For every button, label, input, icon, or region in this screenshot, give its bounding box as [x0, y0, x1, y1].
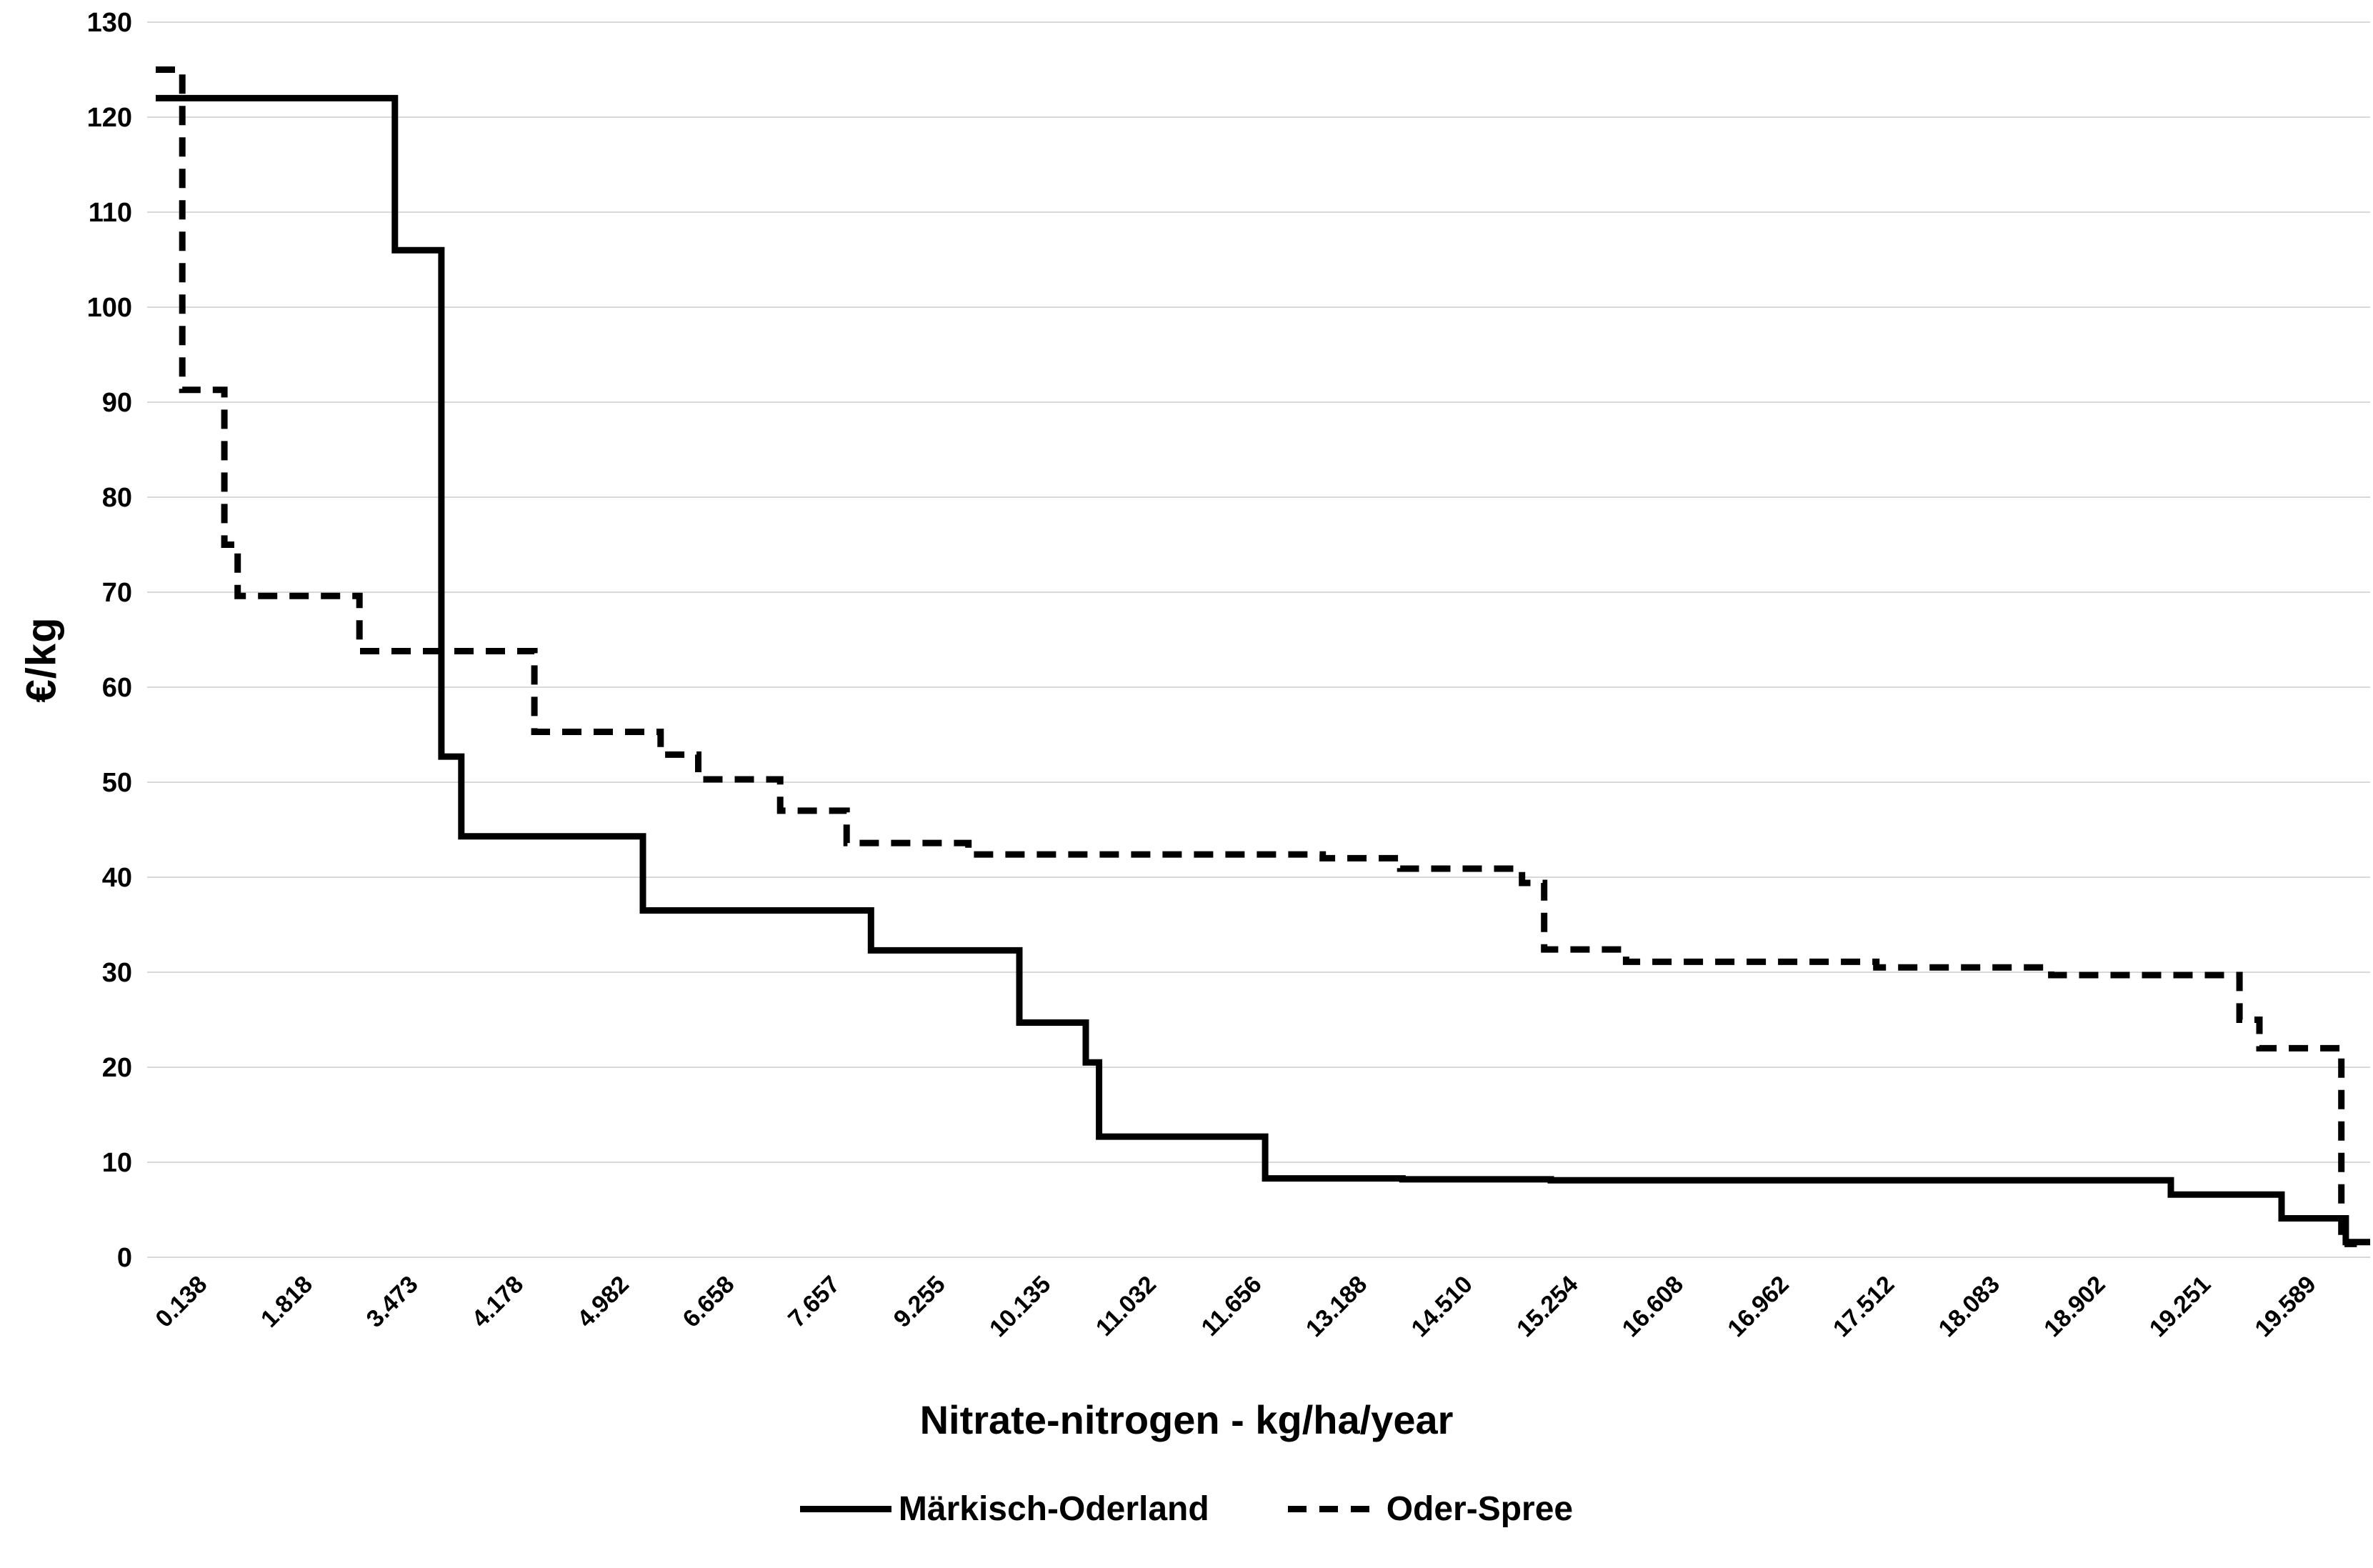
y-tick-label: 80	[102, 483, 132, 513]
x-tick-label: 14.510	[1406, 1271, 1477, 1342]
y-tick-label: 90	[102, 388, 132, 418]
x-tick-label: 18.902	[2039, 1271, 2110, 1342]
x-tick-label: 7.657	[783, 1271, 845, 1333]
x-tick-label: 11.656	[1197, 1271, 1267, 1342]
x-tick-label: 3.473	[361, 1271, 424, 1333]
y-tick-label: 100	[87, 293, 132, 323]
y-tick-label: 70	[102, 578, 132, 608]
x-tick-label: 4.982	[572, 1271, 634, 1333]
x-tick-label: 0.138	[150, 1271, 212, 1333]
x-tick-label: 16.962	[1722, 1271, 1794, 1342]
x-tick-label: 13.188	[1301, 1271, 1372, 1342]
x-axis-title: Nitrate-nitrogen - kg/ha/year	[919, 1397, 1454, 1442]
x-tick-label: 19.251	[2144, 1271, 2216, 1342]
x-tick-label: 10.135	[984, 1271, 1056, 1342]
legend-label: Oder-Spree	[1386, 1490, 1574, 1528]
legend-item-oder-spree: Oder-Spree	[1287, 1489, 1574, 1529]
legend-label: Märkisch-Oderland	[898, 1490, 1209, 1528]
y-axis-title: €/kg	[18, 616, 65, 703]
legend: Märkisch-Oderland Oder-Spree	[0, 1489, 2373, 1529]
x-tick-label: 16.608	[1617, 1271, 1689, 1342]
y-tick-label: 120	[87, 103, 132, 133]
y-tick-labels: 0 10 20 30 40 50 60 70 80 90 100 110 120 130	[87, 8, 132, 1273]
x-tick-labels: 0.138 1.818 3.473 4.178 4.982 6.658 7.657 9.255…	[150, 1271, 2321, 1342]
y-tick-label: 40	[102, 863, 132, 893]
y-tick-label: 50	[102, 768, 132, 798]
x-tick-label: 4.178	[466, 1271, 529, 1333]
y-tick-label: 110	[89, 198, 132, 228]
series-line-oder-spree	[156, 66, 2357, 1247]
x-tick-label: 18.083	[1934, 1271, 2005, 1342]
x-tick-label: 1.818	[256, 1271, 318, 1333]
x-tick-label: 19.589	[2249, 1271, 2321, 1342]
legend-item-maerkisch-oderland: Märkisch-Oderland	[799, 1489, 1209, 1529]
gridlines	[147, 21, 2370, 1258]
y-tick-label: 130	[87, 8, 132, 38]
x-tick-label: 15.254	[1512, 1271, 1583, 1342]
y-tick-label: 60	[102, 673, 132, 703]
x-tick-label: 9.255	[889, 1271, 951, 1333]
x-tick-label: 6.658	[678, 1271, 740, 1333]
x-tick-label: 17.512	[1828, 1271, 1899, 1342]
solid-line-swatch-icon	[799, 1506, 891, 1512]
y-tick-label: 10	[102, 1148, 132, 1178]
x-tick-label: 11.032	[1091, 1271, 1161, 1342]
y-tick-label: 0	[117, 1243, 132, 1273]
dashed-line-swatch-icon	[1287, 1506, 1379, 1512]
y-tick-label: 30	[102, 958, 132, 988]
y-tick-label: 20	[102, 1053, 132, 1083]
series-line-m-rkisch-oderland	[156, 94, 2370, 1246]
